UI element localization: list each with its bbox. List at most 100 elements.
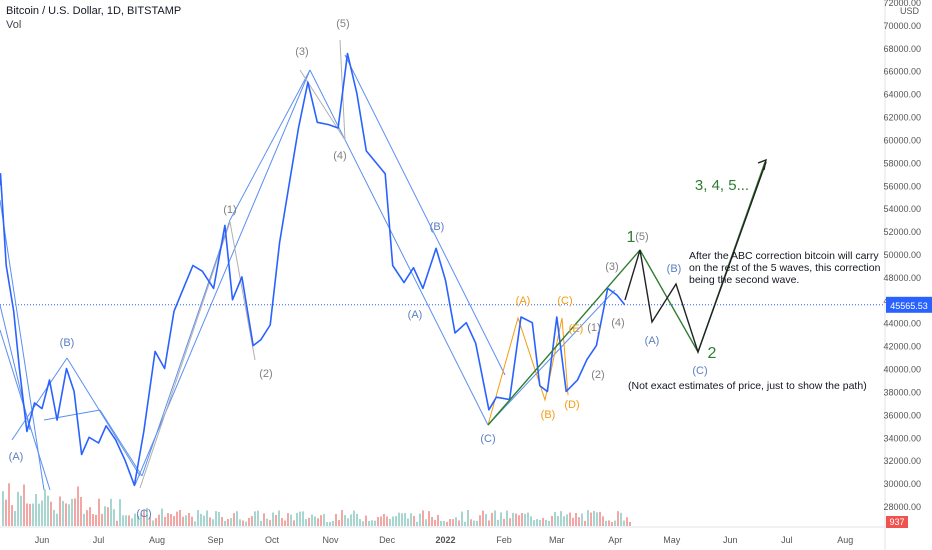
symbol-title: Bitcoin / U.S. Dollar, 1D, BITSTAMP xyxy=(6,5,182,17)
volume-bar xyxy=(392,516,394,526)
volume-bar xyxy=(170,514,172,526)
volume-bar xyxy=(248,517,250,526)
wave-label: (1) xyxy=(223,204,236,216)
volume-bar xyxy=(428,511,430,526)
channel-line xyxy=(229,69,311,221)
volume-bar xyxy=(206,510,208,526)
volume-bar xyxy=(50,501,52,526)
volume-bar xyxy=(197,510,199,526)
wave-label: (1) xyxy=(587,322,600,334)
y-tick-label: 60000.00 xyxy=(883,135,921,145)
volume-bar xyxy=(122,515,124,526)
channel-line xyxy=(99,409,143,477)
volume-bar xyxy=(143,510,145,526)
volume-bar xyxy=(350,514,352,526)
wave-label: (A) xyxy=(645,335,660,347)
volume-bar xyxy=(419,513,421,526)
volume-bar xyxy=(128,515,130,526)
x-tick-label: Jul xyxy=(93,535,105,545)
volume-bar xyxy=(602,516,604,526)
volume-bar xyxy=(251,516,253,526)
volume-bar xyxy=(485,514,487,526)
volume-bar xyxy=(311,514,313,526)
volume-bar xyxy=(188,512,190,526)
volume-bar xyxy=(626,517,628,526)
volume-bar xyxy=(425,519,427,526)
volume-bar xyxy=(368,520,370,526)
y-tick-label: 52000.00 xyxy=(883,227,921,237)
wave-label: (B) xyxy=(60,337,75,349)
volume-bar xyxy=(572,517,574,526)
volume-bar xyxy=(617,511,619,526)
volume-bar xyxy=(296,512,298,526)
volume-bar xyxy=(239,519,241,526)
volume-bar xyxy=(146,507,148,526)
channel-line xyxy=(11,357,68,441)
y-tick-label: 44000.00 xyxy=(883,319,921,329)
volume-bar xyxy=(119,499,121,526)
volume-bar xyxy=(506,510,508,526)
volume-bar xyxy=(173,516,175,526)
x-tick-label: Feb xyxy=(496,535,512,545)
volume-bar xyxy=(104,506,106,526)
volume-bar xyxy=(218,512,220,526)
volume-bar xyxy=(212,519,214,526)
volume-bar xyxy=(29,503,31,526)
y-tick-label: 64000.00 xyxy=(883,90,921,100)
volume-bar xyxy=(389,518,391,526)
volume-bar xyxy=(536,519,538,526)
y-tick-label: 50000.00 xyxy=(883,250,921,260)
channel-line xyxy=(344,54,506,376)
volume-bar xyxy=(566,514,568,526)
volume-bar xyxy=(578,517,580,526)
volume-bar xyxy=(590,512,592,526)
volume-bar xyxy=(89,507,91,526)
volume-bar xyxy=(386,516,388,526)
x-tick-label: Aug xyxy=(149,535,165,545)
volume-bar xyxy=(401,513,403,526)
volume-bar xyxy=(281,517,283,526)
volume-bar xyxy=(266,518,268,526)
volume-bar xyxy=(431,517,433,526)
volume-bar xyxy=(500,512,502,526)
volume-bar xyxy=(77,486,79,526)
y-tick-label: 58000.00 xyxy=(883,158,921,168)
volume-bar xyxy=(440,520,442,526)
y-tick-label: 54000.00 xyxy=(883,204,921,214)
volume-bar xyxy=(488,520,490,526)
volume-bar xyxy=(167,513,169,526)
volume-bar xyxy=(470,519,472,526)
y-tick-label: 62000.00 xyxy=(883,113,921,123)
wave-label: (4) xyxy=(611,317,624,329)
wave-label: (3) xyxy=(295,46,308,58)
volume-bar xyxy=(59,496,61,526)
volume-bar xyxy=(38,503,40,526)
channel-line xyxy=(66,357,141,477)
volume-bar xyxy=(614,520,616,526)
volume-bar xyxy=(269,520,271,526)
volume-bar xyxy=(503,519,505,526)
volume-bar xyxy=(179,509,181,526)
volume-bar xyxy=(161,508,163,526)
volume-bar xyxy=(317,518,319,526)
current-price-badge xyxy=(886,296,932,313)
volume-bar xyxy=(362,521,364,526)
wave-label: (C) xyxy=(480,433,495,445)
channel-line xyxy=(0,199,45,491)
wave-label: (E) xyxy=(569,323,584,335)
wave-label: (A) xyxy=(9,451,24,463)
volume-bar xyxy=(149,517,151,526)
volume-bar xyxy=(299,511,301,526)
y-tick-label: 34000.00 xyxy=(883,433,921,443)
y-tick-label: 28000.00 xyxy=(883,502,921,512)
volume-bar xyxy=(86,510,88,526)
volume-bar xyxy=(608,520,610,526)
wave-label: (3) xyxy=(605,261,618,273)
volume-bar xyxy=(374,520,376,526)
volume-bar xyxy=(527,512,529,526)
volume-bar xyxy=(140,514,142,526)
abcde-path xyxy=(487,316,569,426)
x-tick-label: Apr xyxy=(608,535,622,545)
y-tick-label: 42000.00 xyxy=(883,342,921,352)
y-tick-label: 70000.00 xyxy=(883,21,921,31)
